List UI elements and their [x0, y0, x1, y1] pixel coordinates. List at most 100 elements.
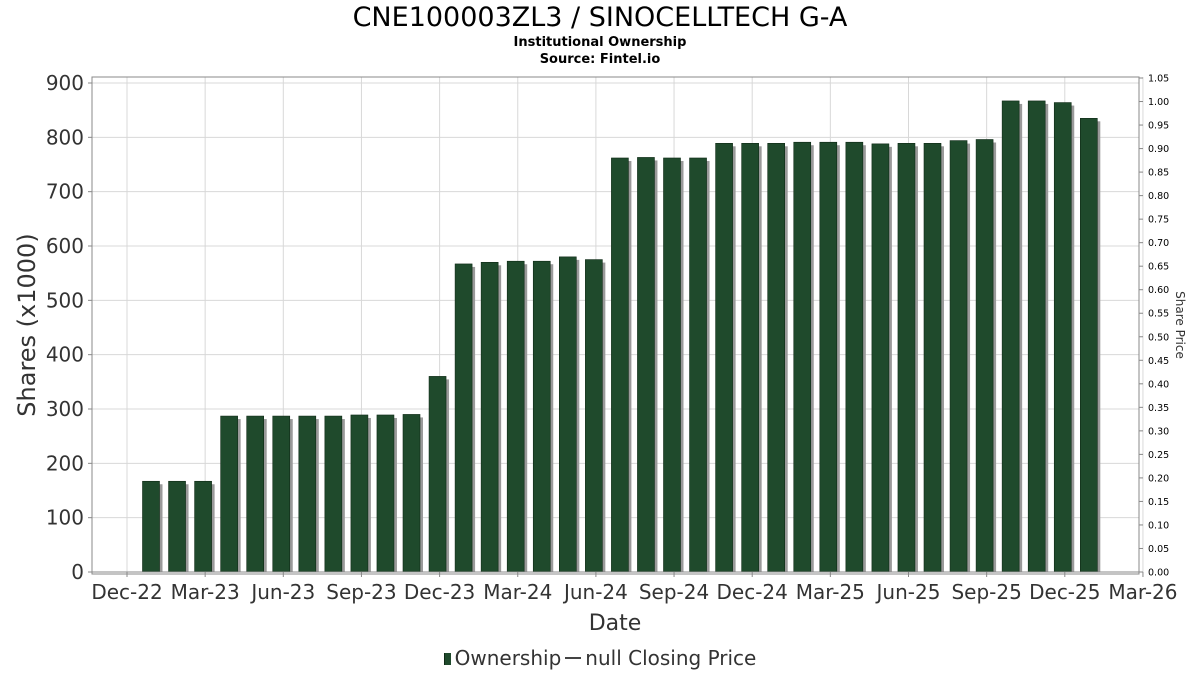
y2-tick-label: 0.05 — [1148, 544, 1169, 555]
y-tick-label: 300 — [46, 397, 84, 421]
y2-tick-label: 0.90 — [1148, 144, 1169, 155]
x-tick-label: Mar-25 — [796, 580, 865, 604]
ownership-bar — [611, 157, 629, 573]
y2-tick-label: 0.65 — [1148, 262, 1169, 273]
y-axis-label: Shares (x1000) — [13, 233, 41, 416]
ownership-bar — [246, 415, 264, 573]
chart-title: CNE100003ZL3 / SINOCELLTECH G-A — [352, 2, 848, 33]
chart-source: Source: Fintel.io — [539, 52, 661, 67]
x-tick-label: Mar-26 — [1108, 580, 1177, 604]
y2-tick-label: 0.50 — [1148, 332, 1169, 343]
ownership-bar — [1053, 102, 1072, 573]
ownership-bar — [506, 260, 525, 573]
y-tick-label: 600 — [46, 234, 84, 258]
y2-tick-label: 0.20 — [1148, 473, 1169, 484]
ownership-bar — [142, 480, 160, 573]
plot-frame — [91, 76, 1140, 575]
y2-tick-label: 0.55 — [1148, 309, 1169, 320]
ownership-bar — [689, 157, 707, 573]
ownership-bar — [663, 157, 681, 573]
y2-tick-label: 0.30 — [1148, 426, 1169, 437]
y2-tick-label: 0.00 — [1148, 568, 1169, 579]
ownership-bar — [402, 414, 421, 573]
ownership-bar — [793, 141, 812, 573]
y2-tick-label: 0.10 — [1148, 520, 1169, 531]
ownership-bar — [975, 139, 994, 573]
ownership-legend-swatch — [443, 653, 451, 665]
y-tick-label: 200 — [46, 451, 84, 475]
y-axis: 0 100 200 300 400 500 600 700 800 900 — [46, 71, 92, 584]
ownership-bar — [715, 143, 733, 573]
ownership-bar — [949, 140, 968, 573]
ownership-bar — [637, 157, 655, 573]
ownership-bar — [1027, 100, 1046, 573]
ownership-bar — [324, 415, 343, 573]
price-legend-line — [565, 657, 582, 659]
y2-tick-label: 0.75 — [1148, 215, 1169, 226]
x-tick-label: Mar-23 — [171, 580, 240, 604]
y2-tick-label: 1.05 — [1148, 74, 1169, 85]
x-tick-label: Mar-24 — [483, 580, 552, 604]
ownership-bar — [871, 143, 890, 573]
x-tick-label: Jun-23 — [249, 580, 315, 604]
ownership-bar — [350, 414, 369, 573]
ownership-bar — [168, 480, 186, 573]
y2-tick-label: 0.15 — [1148, 497, 1169, 508]
y2-axis: 0.00 0.05 0.10 0.15 0.20 0.25 0.30 0.35 0.40 0.45… — [1139, 74, 1169, 579]
y2-tick-label: 0.60 — [1148, 285, 1169, 296]
x-tick-label: Sep-24 — [639, 580, 709, 604]
x-tick-label: Dec-23 — [404, 580, 475, 604]
ownership-legend-label: Ownership — [454, 646, 562, 670]
ownership-bar — [272, 415, 291, 573]
ownership-bar — [376, 414, 395, 573]
ownership-bar — [428, 376, 447, 573]
y2-tick-label: 0.40 — [1148, 379, 1169, 390]
x-tick-label: Jun-25 — [875, 580, 941, 604]
x-tick-label: Dec-25 — [1029, 580, 1100, 604]
x-tick-label: Sep-23 — [326, 580, 396, 604]
ownership-bar — [558, 256, 577, 573]
ownership-bar — [454, 263, 473, 573]
ownership-bar — [897, 143, 916, 573]
y-tick-label: 800 — [46, 125, 84, 149]
y2-tick-label: 0.35 — [1148, 403, 1169, 414]
y2-axis-label: Share Price — [1173, 291, 1187, 359]
y2-tick-label: 0.25 — [1148, 450, 1169, 461]
ownership-bar — [819, 141, 838, 573]
y2-tick-label: 1.00 — [1148, 97, 1169, 108]
x-tick-label: Jun-24 — [562, 580, 628, 604]
x-tick-label: Dec-24 — [717, 580, 788, 604]
y-tick-label: 500 — [46, 288, 84, 312]
chart-subtitle: Institutional Ownership — [513, 35, 687, 50]
x-axis-label: Date — [589, 611, 642, 636]
ownership-bar — [923, 143, 942, 573]
ownership-bar — [767, 143, 786, 573]
y-tick-label: 400 — [46, 343, 84, 367]
ownership-bar — [220, 415, 238, 573]
x-tick-label: Dec-22 — [91, 580, 162, 604]
y2-tick-label: 0.85 — [1148, 168, 1169, 179]
ownership-bar — [1080, 118, 1098, 573]
y-tick-label: 0 — [71, 560, 84, 584]
ownership-bar — [1001, 100, 1020, 573]
y2-tick-label: 0.80 — [1148, 191, 1169, 202]
ownership-bar — [845, 141, 864, 573]
x-tick-label: Sep-25 — [951, 580, 1021, 604]
ownership-bar — [194, 480, 212, 573]
bars-group — [142, 100, 1101, 573]
price-legend-label: null Closing Price — [585, 646, 757, 670]
ownership-bar — [480, 261, 499, 573]
x-axis: Dec-22 Mar-23 Jun-23 Sep-23 Dec-23 Mar-24 Jun-… — [91, 571, 1178, 604]
y-tick-label: 700 — [46, 180, 84, 204]
legend: Ownership null Closing Price — [0, 646, 1200, 670]
ownership-bar — [298, 415, 317, 573]
y2-tick-label: 0.95 — [1148, 121, 1169, 132]
ownership-bar — [532, 260, 551, 573]
y-tick-label: 100 — [46, 506, 84, 530]
y2-tick-label: 0.45 — [1148, 356, 1169, 367]
ownership-bar — [585, 259, 603, 573]
y2-tick-label: 0.70 — [1148, 238, 1169, 249]
y-tick-label: 900 — [46, 71, 84, 95]
ownership-bar — [741, 143, 759, 573]
